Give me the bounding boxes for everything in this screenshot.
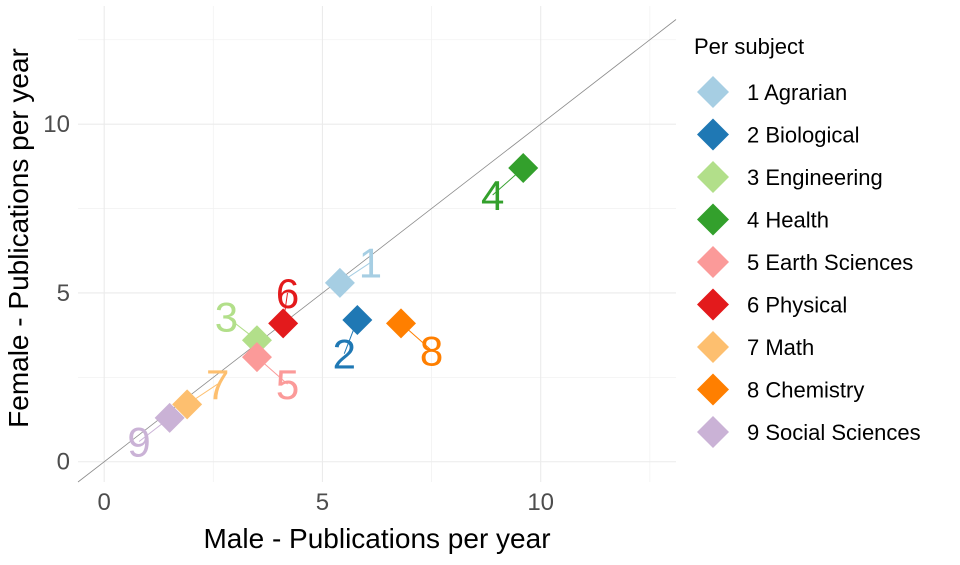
legend-label-2: 2 Biological: [747, 123, 860, 148]
legend-key-5: [697, 246, 729, 278]
y-tick-label: 10: [43, 111, 70, 138]
point-label-8: 8: [420, 327, 443, 374]
x-axis-title: Male - Publications per year: [203, 523, 550, 554]
legend-key-4: [697, 203, 729, 236]
legend-key-8: [697, 373, 729, 406]
legend-key-1: [697, 76, 729, 108]
data-point-8: [386, 308, 417, 339]
y-tick-label: 0: [57, 449, 70, 476]
y-axis-title: Female - Publications per year: [3, 48, 34, 428]
x-tick-label: 0: [98, 489, 111, 516]
point-label-5: 5: [276, 361, 299, 408]
legend-key-9: [697, 416, 729, 448]
data-point-1: [324, 267, 355, 298]
legend-label-5: 5 Earth Sciences: [747, 250, 913, 275]
grid-layer: [78, 6, 676, 482]
point-label-3: 3: [215, 294, 238, 341]
legend-key-2: [697, 118, 729, 151]
legend-label-6: 6 Physical: [747, 293, 847, 318]
data-point-2: [342, 304, 373, 335]
data-point-4: [508, 153, 539, 184]
marks-layer: 12 3 4 5 67 8 9: [127, 153, 539, 465]
data-point-3: [241, 325, 272, 356]
data-point-6: [268, 308, 299, 339]
tick-label-layer: 0 5 10 0 5 10: [43, 111, 554, 516]
point-label-9: 9: [127, 418, 150, 465]
legend-label-1: 1 Agrarian: [747, 80, 847, 105]
data-point-9: [154, 402, 185, 433]
data-point-7: [172, 389, 203, 420]
x-tick-label: 10: [527, 489, 554, 516]
legend-label-8: 8 Chemistry: [747, 378, 864, 403]
point-label-1: 1: [359, 240, 382, 287]
legend-label-9: 9 Social Sciences: [747, 420, 921, 445]
point-label-2: 2: [333, 331, 356, 378]
legend-label-3: 3 Engineering: [747, 165, 883, 190]
legend-title: Per subject: [694, 34, 804, 59]
legend-key-3: [697, 161, 729, 193]
legend-key-6: [697, 288, 729, 321]
legend: Per subject 1 Agrarian 2 Biological 3 Engi…: [694, 34, 921, 448]
legend-key-7: [697, 331, 729, 363]
legend-label-7: 7 Math: [747, 335, 814, 360]
legend-label-4: 4 Health: [747, 208, 829, 233]
point-label-6: 6: [276, 270, 299, 317]
point-label-7: 7: [206, 361, 229, 408]
x-tick-label: 5: [316, 489, 329, 516]
point-label-4: 4: [481, 172, 504, 219]
y-tick-label: 5: [57, 280, 70, 307]
data-point-5: [241, 342, 272, 373]
